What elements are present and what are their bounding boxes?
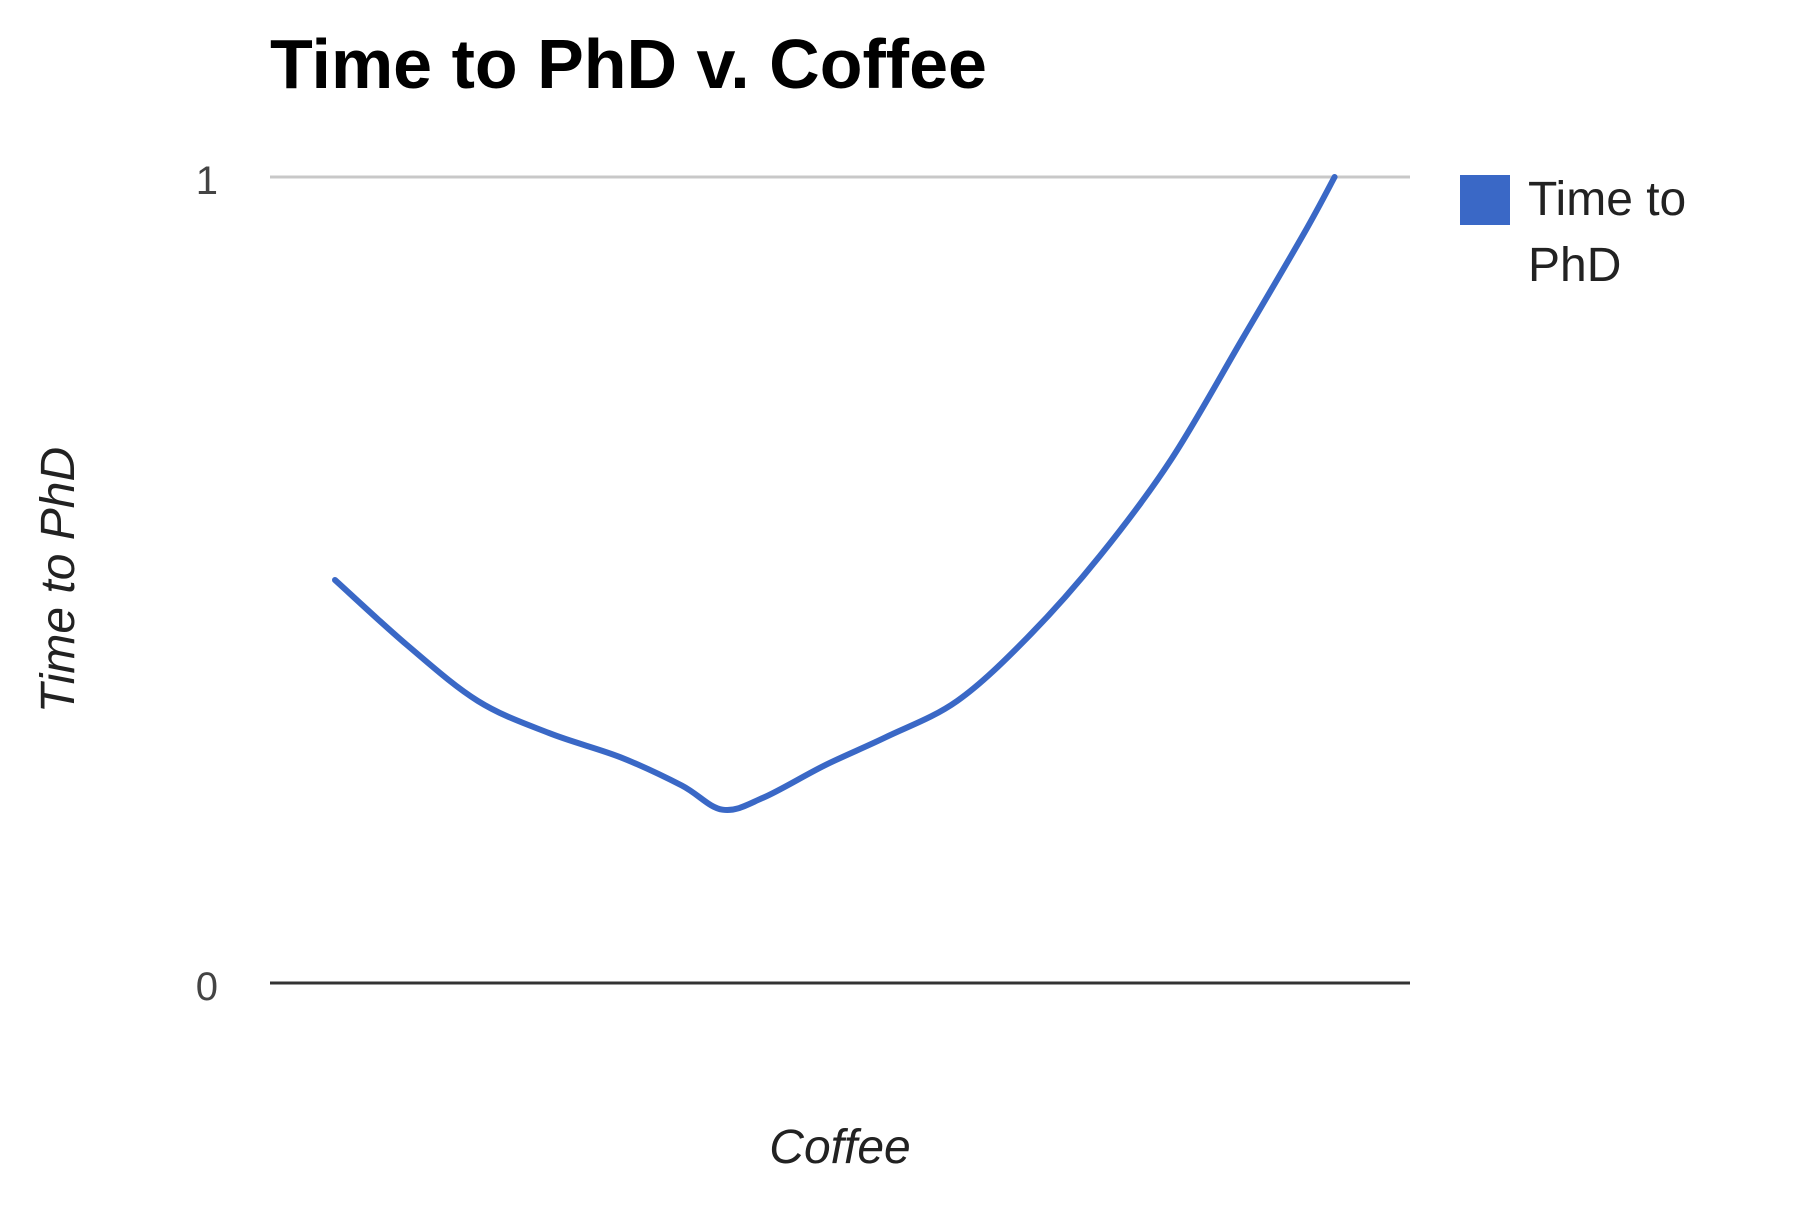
- legend-label-line-1: Time to: [1528, 173, 1686, 226]
- series-line-time-to-phd: [332, 174, 1338, 814]
- chart-title: Time to PhD v. Coffee: [270, 25, 987, 103]
- legend-swatch: [1460, 175, 1510, 225]
- legend-label-line-2: PhD: [1528, 239, 1621, 292]
- y-tick-label-1: 1: [196, 159, 218, 203]
- y-axis-title: Time to PhD: [32, 447, 85, 713]
- y-tick-label-0: 0: [196, 965, 218, 1009]
- x-axis-title: Coffee: [769, 1121, 910, 1174]
